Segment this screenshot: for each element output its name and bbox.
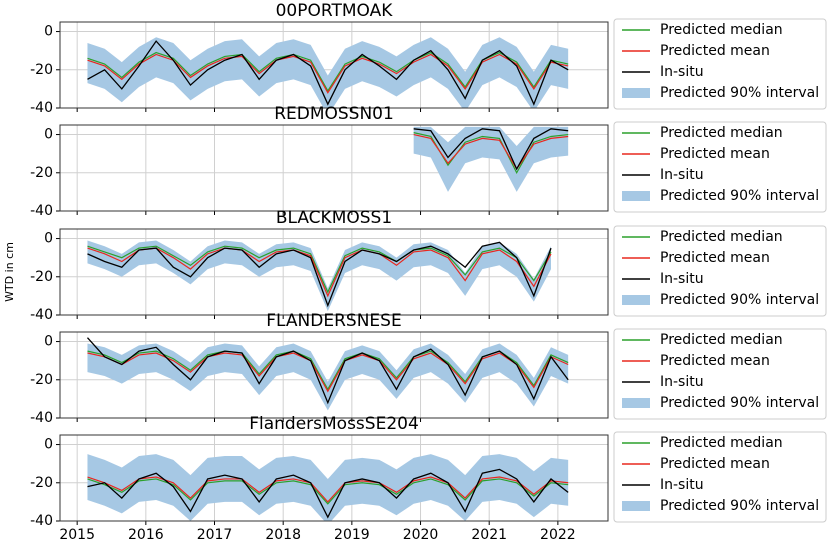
y-tick-label: 0: [44, 24, 53, 40]
legend-label: Predicted median: [660, 332, 783, 348]
series-line: [87, 53, 569, 94]
legend-box: [613, 431, 827, 523]
x-tick-label: 2022: [540, 527, 576, 543]
legend-label: Predicted 90% interval: [660, 498, 819, 514]
y-tick-label: -20: [30, 269, 53, 285]
legend-label: In-situ: [660, 64, 704, 80]
interval-band: [413, 126, 569, 192]
plot-area: [60, 229, 608, 315]
axes-frame: [59, 228, 609, 316]
legend-label: Predicted mean: [660, 353, 770, 369]
panel-title: FLANDERSNESE: [266, 311, 401, 331]
axes-frame: [59, 124, 609, 212]
x-tick-label: 2019: [334, 527, 370, 543]
legend-swatch: [622, 501, 650, 511]
legend-swatch: [622, 398, 650, 408]
x-tick-label: 2015: [59, 527, 95, 543]
legend-box: [613, 328, 827, 420]
legend-box: [613, 225, 827, 317]
plot-area: [60, 332, 608, 418]
y-tick-label: -20: [30, 475, 53, 491]
series-line: [87, 468, 569, 519]
legend-label: In-situ: [660, 167, 704, 183]
legend-label: In-situ: [660, 271, 704, 287]
axes-frame: [59, 21, 609, 109]
legend-swatch: [622, 191, 650, 201]
y-axis-label: WTD in cm: [3, 242, 16, 302]
x-tick-label: 2018: [265, 527, 301, 543]
series-line: [87, 247, 552, 298]
interval-band: [87, 343, 569, 411]
series-line: [87, 241, 552, 308]
series-line: [87, 476, 569, 503]
y-tick-label: -20: [30, 372, 53, 388]
legend-label: Predicted mean: [660, 250, 770, 266]
y-tick-label: -40: [30, 410, 53, 426]
legend-label: Predicted 90% interval: [660, 292, 819, 308]
panel-title: BLACKMOSS1: [276, 208, 392, 228]
y-tick-label: 0: [44, 127, 53, 143]
series-line: [86, 337, 569, 405]
series-line: [87, 40, 569, 106]
y-tick-label: -40: [30, 203, 53, 219]
x-tick-label: 2017: [197, 527, 233, 543]
legend-label: Predicted 90% interval: [660, 85, 819, 101]
y-tick-label: 0: [44, 231, 53, 247]
y-tick-label: -20: [30, 165, 53, 181]
plot-area: [60, 435, 608, 521]
legend-label: In-situ: [660, 477, 704, 493]
legend-label: Predicted median: [660, 22, 783, 38]
legend-label: Predicted median: [660, 435, 783, 451]
series-line: [413, 128, 569, 171]
y-tick-label: 0: [44, 334, 53, 350]
legend-box: [613, 18, 827, 110]
y-tick-label: -20: [30, 62, 53, 78]
interval-band: [87, 454, 569, 521]
x-tick-label: 2016: [128, 527, 164, 543]
x-tick-label: 2021: [471, 527, 507, 543]
series-line: [413, 133, 569, 171]
y-tick-label: -40: [30, 307, 53, 323]
legend-label: Predicted mean: [660, 43, 770, 59]
legend-label: Predicted median: [660, 125, 783, 141]
y-tick-label: -40: [30, 100, 53, 116]
legend-label: Predicted 90% interval: [660, 395, 819, 411]
legend-swatch: [622, 88, 650, 98]
panel-title: REDMOSSN01: [274, 104, 394, 124]
legend-label: In-situ: [660, 374, 704, 390]
series-line: [87, 245, 552, 294]
axes-frame: [59, 331, 609, 419]
legend-label: Predicted mean: [660, 146, 770, 162]
axes-frame: [59, 434, 609, 522]
panel-title: 00PORTMOAK: [276, 1, 394, 21]
interval-band: [87, 37, 569, 108]
y-tick-label: -40: [30, 513, 53, 529]
y-tick-label: 0: [44, 437, 53, 453]
x-tick-label: 2020: [403, 527, 439, 543]
panel-title: FlandersMossSE204: [249, 414, 419, 434]
plot-area: [60, 22, 608, 108]
legend-box: [613, 121, 827, 213]
legend-swatch: [622, 295, 650, 305]
plot-area: [60, 125, 608, 211]
legend-label: Predicted median: [660, 229, 783, 245]
legend-label: Predicted 90% interval: [660, 188, 819, 204]
legend-label: Predicted mean: [660, 456, 770, 472]
